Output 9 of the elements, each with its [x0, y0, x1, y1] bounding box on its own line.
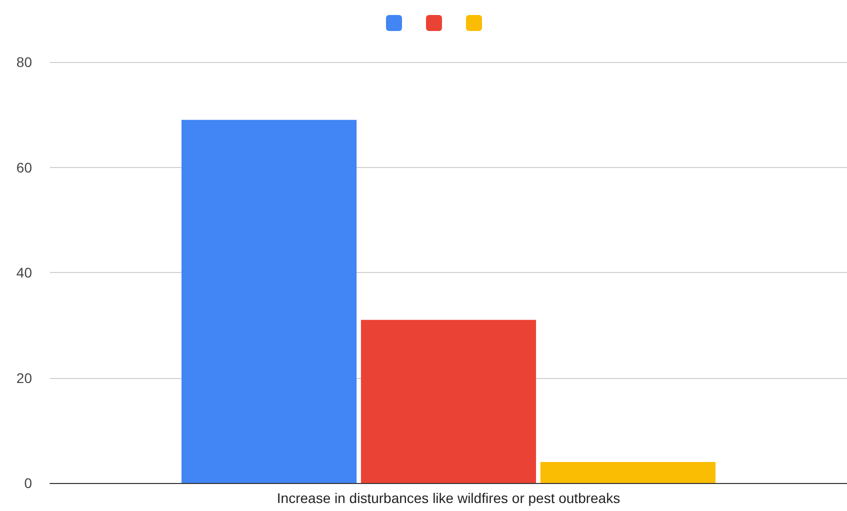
bar	[540, 462, 716, 483]
x-tick-label: Increase in disturbances like wildfires or pest outbreaks	[276, 490, 620, 506]
y-tick-label: 0	[24, 475, 32, 491]
bar	[360, 320, 536, 483]
y-tick-label: 80	[16, 54, 32, 70]
y-tick-label: 20	[16, 370, 32, 386]
y-tick-label: 40	[16, 264, 32, 280]
y-tick-label: 60	[16, 159, 32, 176]
bar	[182, 120, 357, 483]
